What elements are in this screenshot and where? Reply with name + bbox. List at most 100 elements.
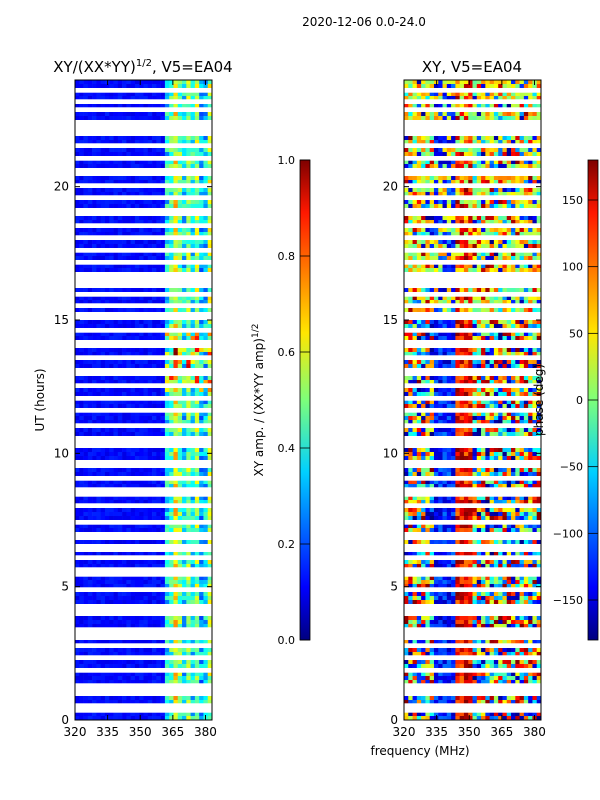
- amplitude-cell: [109, 528, 114, 532]
- amplitude-cell: [100, 448, 106, 452]
- phase-cell: [433, 672, 439, 676]
- phase-cell: [416, 456, 422, 460]
- phase-cell: [408, 324, 413, 328]
- phase-cell: [416, 596, 422, 600]
- amplitude-cell: [156, 660, 161, 664]
- amplitude-cell: [104, 616, 110, 620]
- amplitude-cell: [122, 300, 127, 304]
- phase-cell: [451, 324, 456, 328]
- phase-cell: [476, 432, 482, 436]
- amplitude-cell: [87, 652, 93, 656]
- amplitude-cell: [134, 484, 140, 488]
- amplitude-cell: [126, 576, 131, 580]
- amplitude-cell: [173, 552, 179, 556]
- amplitude-cell: [143, 416, 149, 420]
- amplitude-cell: [152, 136, 157, 140]
- amplitude-cell: [96, 116, 101, 120]
- amplitude-cell: [156, 468, 161, 472]
- amplitude-cell: [113, 216, 119, 220]
- phase-cell: [416, 412, 422, 416]
- phase-cell: [506, 576, 512, 580]
- phase-cell: [438, 348, 443, 352]
- amplitude-cell: [113, 452, 119, 456]
- amplitude-cell: [96, 268, 101, 272]
- phase-cell: [528, 564, 533, 568]
- amplitude-cell: [130, 352, 136, 356]
- amplitude-cell: [203, 564, 209, 568]
- phase-cell: [416, 584, 422, 588]
- amplitude-cell: [169, 188, 174, 192]
- amplitude-cell: [134, 712, 140, 716]
- amplitude-cell: [169, 360, 174, 364]
- amplitude-cell: [139, 480, 144, 484]
- phase-cell: [463, 584, 469, 588]
- phase-cell: [493, 404, 499, 408]
- phase-cell: [429, 596, 435, 600]
- amplitude-gap: [75, 423, 212, 428]
- amplitude-cell: [164, 336, 170, 340]
- amplitude-cell: [203, 148, 209, 152]
- amplitude-cell: [126, 300, 131, 304]
- amplitude-cell: [100, 220, 106, 224]
- phase-cell: [498, 336, 503, 340]
- amplitude-cell: [199, 672, 204, 676]
- phase-cell: [451, 624, 456, 628]
- amplitude-cell: [199, 600, 204, 604]
- phase-cell: [463, 352, 469, 356]
- phase-cell: [493, 528, 499, 532]
- phase-cell: [425, 336, 430, 340]
- amplitude-cell: [190, 300, 196, 304]
- phase-cell: [528, 680, 533, 684]
- phase-cell: [412, 364, 418, 368]
- amplitude-cell: [160, 188, 166, 192]
- amplitude-cell: [203, 352, 209, 356]
- phase-cell: [498, 680, 503, 684]
- amplitude-cell: [194, 452, 200, 456]
- amplitude-cell: [147, 380, 153, 384]
- amplitude-cell: [130, 176, 136, 180]
- amplitude-cell: [147, 240, 153, 244]
- amplitude-cell: [83, 116, 89, 120]
- amplitude-cell: [100, 412, 106, 416]
- phase-cell: [476, 680, 482, 684]
- amplitude-cell: [156, 300, 161, 304]
- phase-cell: [446, 420, 452, 424]
- phase-cell: [404, 648, 409, 652]
- phase-cell: [532, 324, 538, 328]
- phase-cell: [498, 452, 503, 456]
- phase-cell: [412, 664, 418, 668]
- amplitude-cell: [190, 308, 196, 312]
- phase-cell: [412, 288, 418, 292]
- phase-cell: [429, 360, 435, 364]
- amplitude-cell: [173, 416, 179, 420]
- amplitude-cell: [164, 512, 170, 516]
- amplitude-cell: [173, 484, 179, 488]
- phase-cell: [463, 448, 469, 452]
- amplitude-cell: [75, 244, 80, 248]
- amplitude-cell: [92, 360, 97, 364]
- amplitude-cell: [152, 480, 157, 484]
- amplitude-cell: [113, 456, 119, 460]
- amplitude-cell: [117, 496, 123, 500]
- amplitude-cell: [104, 308, 110, 312]
- amplitude-cell: [117, 308, 123, 312]
- phase-cell: [429, 452, 435, 456]
- amplitude-plot-frame: [74, 79, 213, 721]
- phase-cell: [481, 448, 486, 452]
- amplitude-cell: [117, 508, 123, 512]
- amplitude-cell: [143, 420, 149, 424]
- phase-cell: [463, 336, 469, 340]
- phase-cell: [459, 584, 465, 588]
- amplitude-cell: [207, 92, 213, 96]
- amplitude-cell: [152, 220, 157, 224]
- amplitude-cell: [173, 480, 179, 484]
- phase-cell: [408, 600, 413, 604]
- amplitude-cell: [182, 716, 187, 720]
- phase-cell: [481, 712, 486, 716]
- amplitude-cell: [203, 188, 209, 192]
- amplitude-cell: [160, 164, 166, 168]
- amplitude-cell: [139, 188, 144, 192]
- phase-cell: [442, 516, 448, 520]
- amplitude-cell: [113, 696, 119, 700]
- amplitude-cell: [87, 448, 93, 452]
